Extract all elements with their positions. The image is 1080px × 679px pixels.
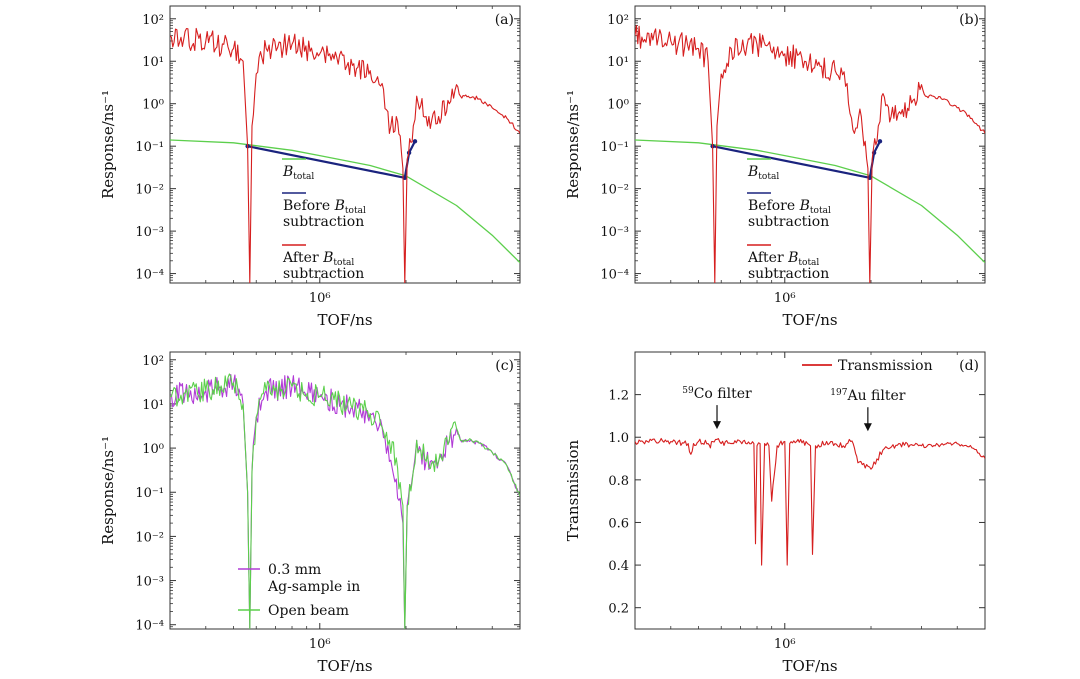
y-tick-label: 0.4: [608, 559, 629, 574]
y-tick-label: 10⁻³: [600, 225, 629, 240]
y-tick-label: 10⁻³: [135, 225, 164, 240]
y-axis-label: Response/ns⁻¹: [99, 436, 117, 545]
y-tick-label: 10⁻¹: [600, 140, 629, 155]
y-tick-label: 10⁰: [142, 442, 164, 457]
y-tick-label: 10⁻⁴: [600, 268, 629, 283]
legend-label: After Btotal: [747, 250, 819, 268]
series-line: [170, 139, 520, 264]
x-axis-label: TOF/ns: [782, 311, 837, 329]
series-line: [170, 373, 520, 629]
x-axis-label: TOF/ns: [782, 657, 837, 675]
y-tick-label: 10⁰: [142, 98, 164, 113]
panel-label: (b): [959, 12, 979, 28]
panel-b: 10⁶ 10² 10¹ 10⁰ 10⁻¹ 10⁻² 10⁻³ 10⁻⁴ TOF/ns Respon…: [564, 5, 986, 329]
panel-label: (c): [495, 358, 514, 374]
y-tick-label: 10⁻²: [600, 183, 629, 198]
y-tick-label: 10⁻³: [135, 575, 164, 590]
y-axis-label: Response/ns⁻¹: [564, 90, 582, 199]
y-tick-label: 0.8: [608, 474, 629, 489]
annotation-arrowhead: [863, 423, 872, 432]
data-point: [402, 175, 407, 181]
series-line: [635, 437, 985, 566]
x-tick-label: 10⁶: [309, 291, 331, 306]
legend-label: After Btotal: [282, 250, 354, 268]
y-tick-label: 10⁻⁴: [135, 619, 164, 634]
y-tick-label: 0.6: [608, 516, 629, 531]
y-tick-label: 10²: [142, 13, 164, 28]
y-tick-label: 10⁻²: [135, 530, 164, 545]
y-tick-label: 0.2: [608, 602, 629, 617]
y-tick-label: 10²: [142, 354, 164, 369]
legend-label: Btotal: [747, 164, 779, 182]
legend-label: Btotal: [282, 164, 314, 182]
y-tick-label: 10⁻¹: [135, 486, 164, 501]
panel-label: (d): [959, 358, 979, 374]
series-line: [247, 140, 416, 179]
y-tick-label: 10¹: [142, 398, 164, 413]
panel-c: 10⁶ 10² 10¹ 10⁰ 10⁻¹ 10⁻² 10⁻³ 10⁻⁴ TOF/ns Respon…: [99, 351, 521, 675]
x-axis-label: TOF/ns: [317, 311, 372, 329]
legend-label: subtraction: [283, 266, 364, 282]
y-tick-label: 10⁻¹: [135, 140, 164, 155]
x-tick-label: 10⁶: [309, 637, 331, 652]
y-tick-label: 10²: [607, 13, 629, 28]
annotation-label: 59Co filter: [682, 386, 752, 402]
x-tick-label: 10⁶: [774, 291, 796, 306]
y-tick-label: 10⁻²: [135, 183, 164, 198]
plot-frame: [634, 5, 986, 284]
y-tick-label: 1.0: [608, 431, 629, 446]
y-axis-label: Response/ns⁻¹: [99, 90, 117, 199]
legend-label: Ag-sample in: [267, 579, 360, 595]
legend: Transmission: [802, 358, 933, 374]
legend-label: Open beam: [268, 603, 349, 619]
series-line: [170, 27, 520, 283]
y-tick-label: 10¹: [607, 55, 629, 70]
legend-label: subtraction: [283, 214, 364, 230]
y-tick-label: 10⁻⁴: [135, 268, 164, 283]
legend-label: subtraction: [748, 266, 829, 282]
data-point: [877, 139, 883, 144]
annotation-arrowhead: [713, 421, 722, 430]
series-line: [712, 140, 881, 179]
plot-frame: [169, 5, 521, 284]
plot-frame: [169, 351, 521, 630]
y-tick-label: 10¹: [142, 55, 164, 70]
panel-d: 10⁶ 1.2 1.0 0.8 0.6 0.4 0.2 TOF/ns Transmission (…: [564, 351, 986, 675]
legend-label: subtraction: [748, 214, 829, 230]
panel-a: 10⁶ 10² 10¹ 10⁰ 10⁻¹ 10⁻² 10⁻³ 10⁻⁴ TOF/ns Respon…: [99, 5, 521, 329]
y-tick-label: 10⁰: [607, 98, 629, 113]
y-axis-label: Transmission: [564, 439, 582, 541]
panel-label: (a): [495, 12, 514, 28]
x-tick-label: 10⁶: [774, 637, 796, 652]
plot-frame: [634, 351, 986, 630]
legend-label: Transmission: [838, 358, 933, 374]
data-point: [412, 139, 418, 144]
series-line: [635, 25, 985, 283]
legend-label: 0.3 mm: [268, 562, 321, 578]
series-line: [635, 139, 985, 264]
legend-label: Before Btotal: [283, 198, 366, 216]
data-point: [867, 175, 872, 181]
x-axis-label: TOF/ns: [317, 657, 372, 675]
legend-label: Before Btotal: [748, 198, 831, 216]
y-tick-label: 1.2: [608, 389, 629, 404]
annotation-label: 197Au filter: [830, 388, 905, 404]
